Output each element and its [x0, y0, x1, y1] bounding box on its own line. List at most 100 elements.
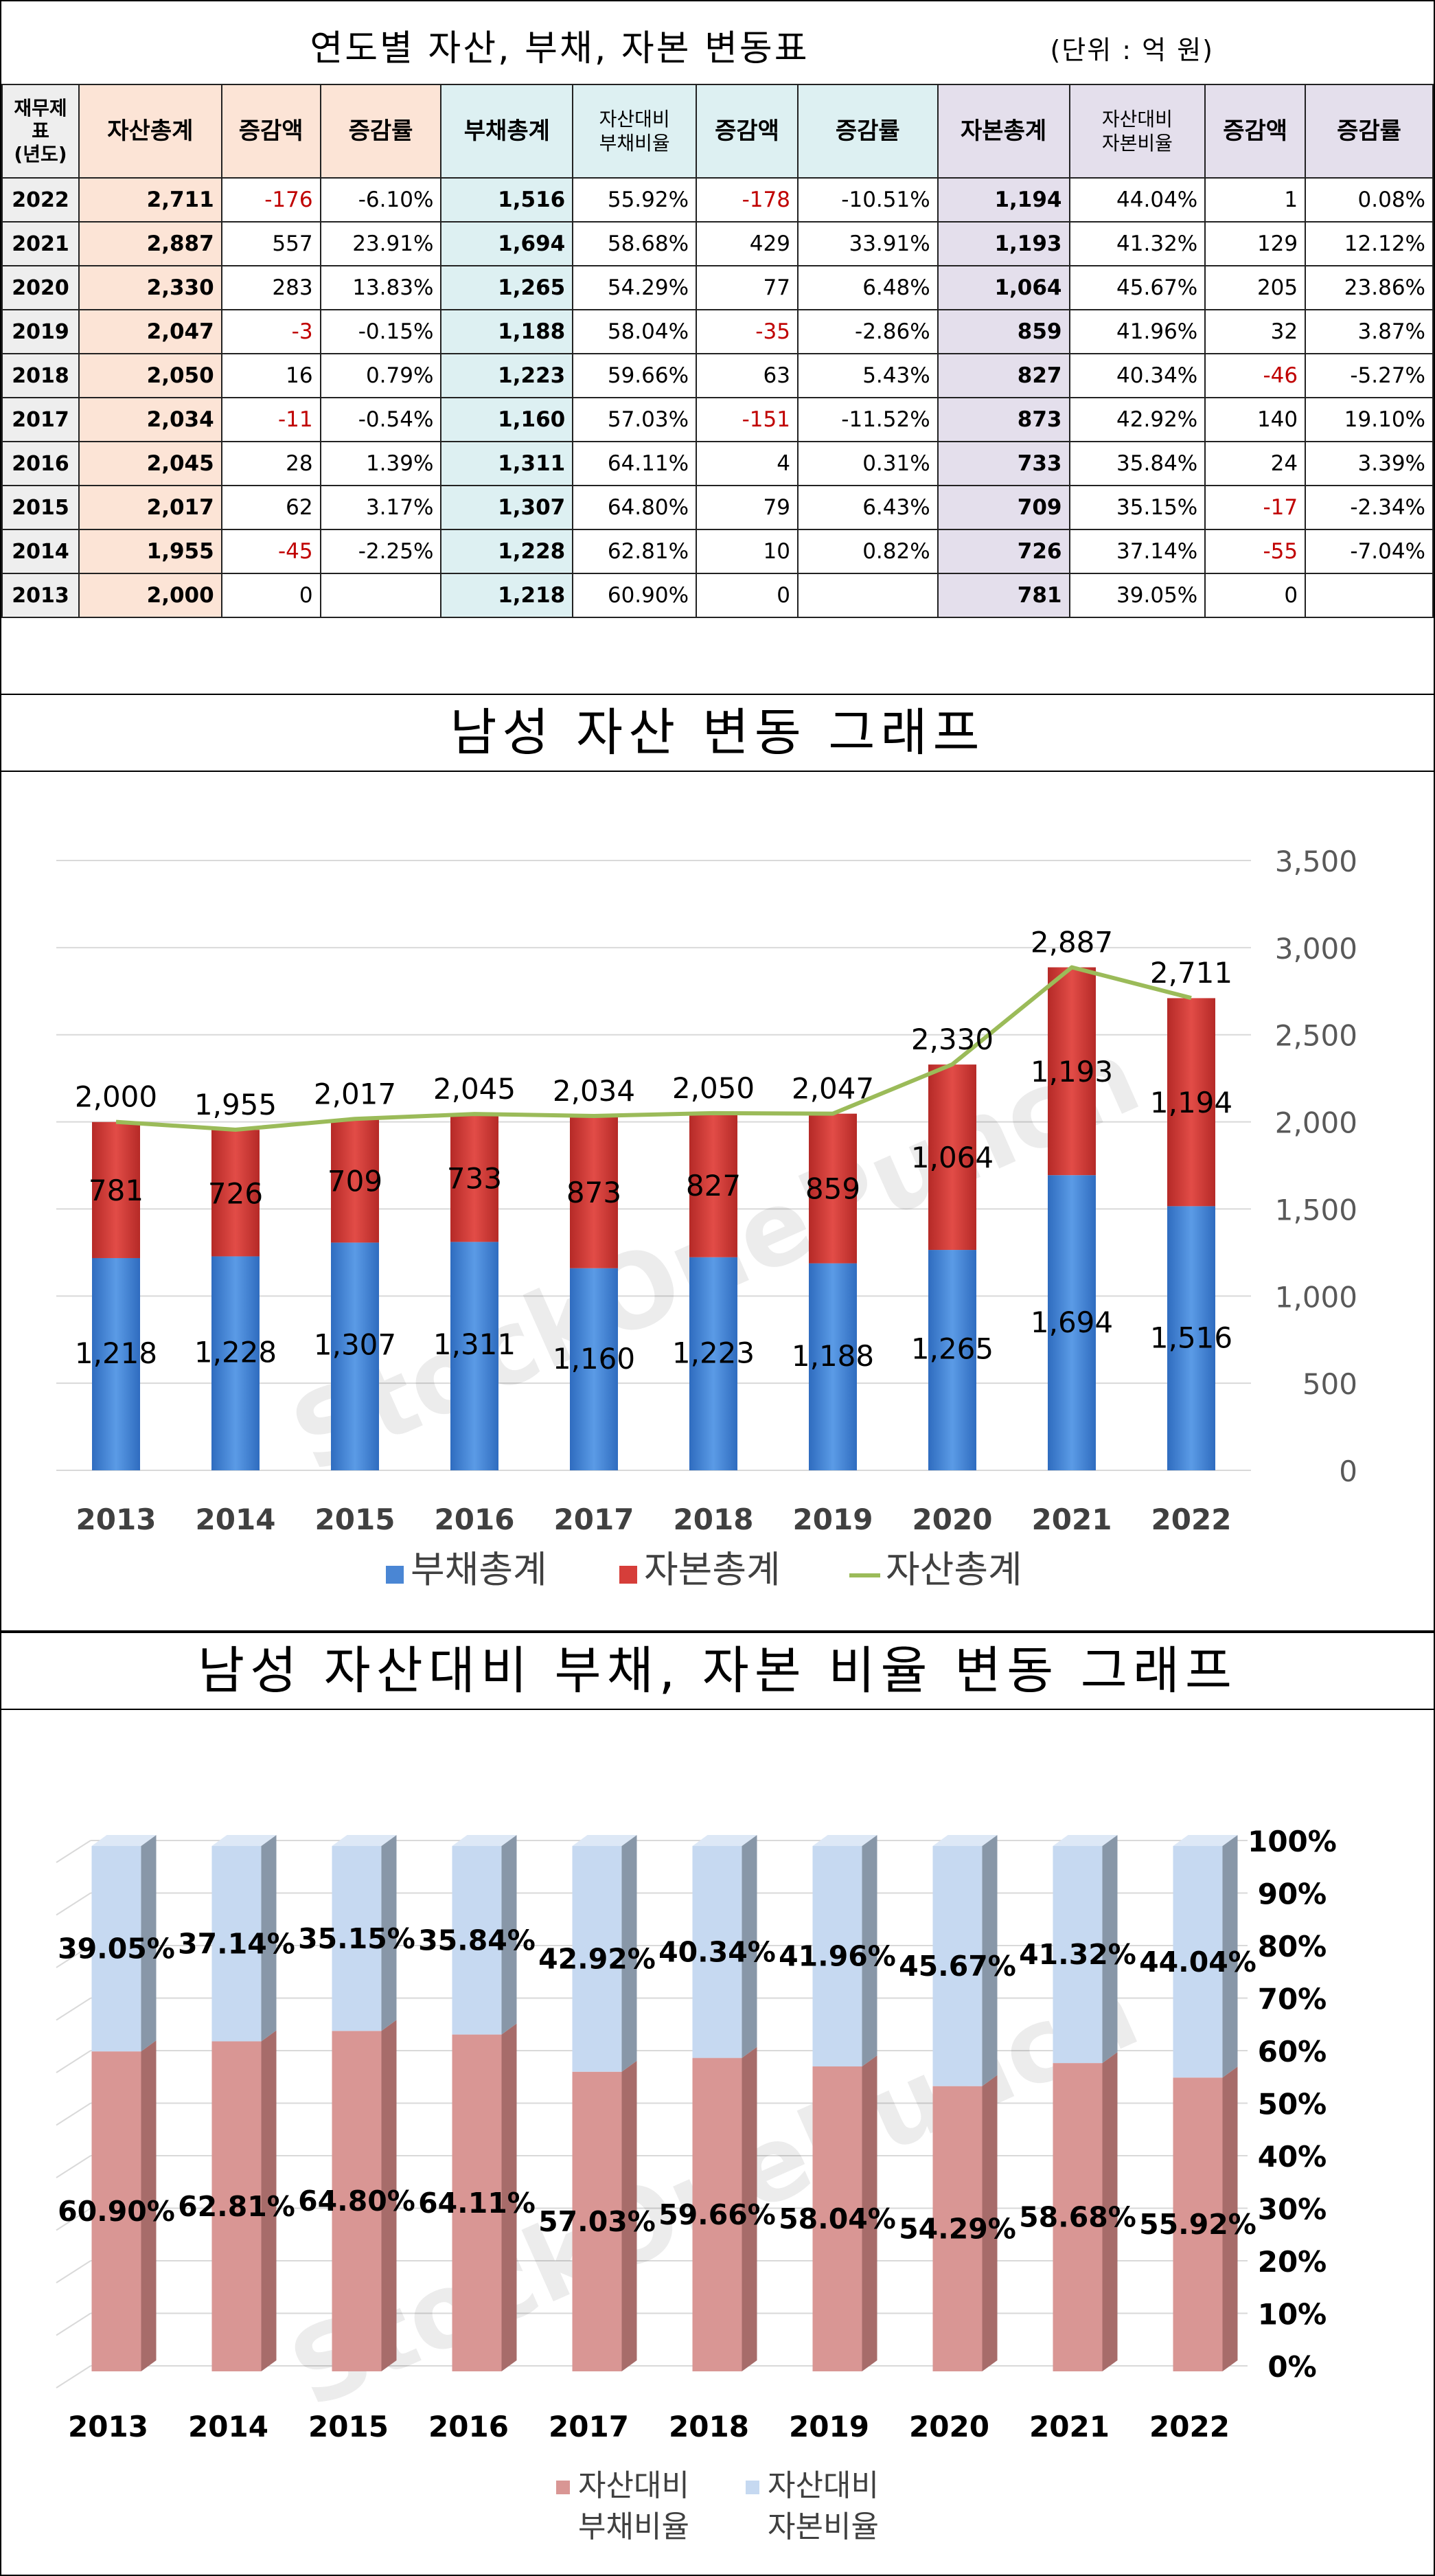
header-debt-ratio-line1: 자산대비: [599, 108, 670, 130]
cell-debt-total: 1,516: [440, 177, 574, 223]
cell-capital-rate: 3.87%: [1305, 309, 1434, 354]
table-row: 2013 2,000 0 1,218 60.90% 0 781 39.05% 0: [1, 573, 1434, 618]
cell-capital-total: 726: [937, 529, 1070, 574]
cell-debt-rate: 0.31%: [796, 441, 939, 486]
debt-value-label: 1,228: [194, 1336, 277, 1369]
capital-ratio-bar: [932, 1846, 983, 2086]
cell-debt-rate: -2.86%: [796, 309, 939, 354]
debt-value-label: 1,307: [314, 1328, 396, 1362]
chart1-xtick-label: 2022: [1151, 1503, 1232, 1536]
legend-capital-swatch: [619, 1566, 637, 1584]
cell-capital-ratio: 39.05%: [1068, 573, 1206, 618]
table-row: 2020 2,330 283 13.83% 1,265 54.29% 77 6.48% 1,06…: [1, 265, 1434, 310]
chart2-grid-slant: [56, 2207, 91, 2231]
cell-capital-change: 129: [1204, 221, 1307, 266]
cell-assets-rate: 13.83%: [319, 265, 442, 310]
debt-bar: [331, 1242, 379, 1470]
debt-ratio-bar-side: [742, 2047, 757, 2371]
legend-capital-ratio-swatch: [746, 2481, 759, 2494]
capital-ratio-label: 37.14%: [178, 1927, 295, 1960]
debt-value-label: 1,223: [672, 1336, 755, 1369]
capital-value-label: 859: [805, 1172, 860, 1206]
cell-debt-ratio: 62.81%: [572, 529, 698, 574]
cell-debt-total: 1,160: [440, 397, 574, 442]
debt-bar: [211, 1256, 260, 1470]
chart2-xtick-label: 2014: [188, 2410, 268, 2443]
cell-capital-rate: -5.27%: [1305, 353, 1434, 398]
asset-total-line: [115, 965, 1192, 1132]
chart2-grid-slant: [56, 2102, 91, 2126]
cell-capital-change: 0: [1204, 573, 1307, 618]
header-assets-total: 자산총계: [78, 84, 222, 179]
cell-debt-ratio: 64.11%: [572, 441, 698, 486]
cell-debt-change: 0: [696, 573, 799, 618]
cell-debt-ratio: 59.66%: [572, 353, 698, 398]
cell-assets-total: 2,045: [78, 441, 222, 486]
header-debt-ratio: 자산대비 부채비율: [572, 84, 698, 179]
chart2-xtick-label: 2020: [909, 2410, 989, 2443]
debt-ratio-bar: [692, 2058, 742, 2371]
capital-bar: [1167, 998, 1215, 1207]
chart2-grid-slant: [56, 1945, 91, 1968]
capital-ratio-bar: [1053, 1846, 1103, 2064]
table-body: 2022 2,711 -176 -6.10% 1,516 55.92% -178 -10.51…: [1, 177, 1434, 618]
cell-capital-ratio: 45.67%: [1068, 265, 1206, 310]
capital-bar: [211, 1130, 260, 1257]
debt-ratio-bar: [1053, 2063, 1103, 2371]
cell-assets-change: -3: [220, 309, 321, 354]
legend-capital-ratio-line1: 자산대비: [768, 2468, 879, 2503]
cell-debt-ratio: 54.29%: [572, 265, 698, 310]
cell-capital-ratio: 41.32%: [1068, 221, 1206, 266]
debt-bar: [1048, 1175, 1096, 1470]
debt-value-label: 1,516: [1150, 1321, 1232, 1355]
cell-year: 2014: [1, 529, 80, 574]
cell-debt-ratio: 55.92%: [572, 177, 698, 223]
cell-year: 2019: [1, 309, 80, 354]
debt-ratio-bar-side: [381, 2020, 397, 2371]
table-row: 2022 2,711 -176 -6.10% 1,516 55.92% -178 -10.51…: [1, 177, 1434, 223]
debt-value-label: 1,160: [553, 1342, 635, 1376]
chart2-xtick-label: 2019: [789, 2410, 869, 2443]
header-capital-total: 자본총계: [937, 84, 1070, 179]
capital-ratio-bar: [211, 1846, 262, 2042]
legend-debt-ratio-line2: 부채비율: [578, 2509, 689, 2544]
chart2-ytick-label: 60%: [1258, 2035, 1327, 2068]
cell-capital-total: 733: [937, 441, 1070, 486]
cell-debt-change: 429: [696, 221, 799, 266]
capital-ratio-bar-top: [932, 1835, 998, 1846]
debt-ratio-label: 57.03%: [538, 2205, 656, 2238]
debt-bar: [450, 1242, 498, 1470]
legend-total-label: 자산총계: [886, 1548, 1022, 1591]
section-divider: [1, 1630, 1434, 1632]
chart2-xtick-label: 2013: [68, 2410, 148, 2443]
cell-debt-total: 1,311: [440, 441, 574, 486]
capital-bar: [809, 1113, 857, 1264]
table-row: 2017 2,034 -11 -0.54% 1,160 57.03% -151 -11.52%…: [1, 397, 1434, 442]
chart1-ytick-label: 3,500: [1275, 845, 1357, 878]
table-title: 연도별 자산, 부채, 자본 변동표: [1, 19, 1434, 71]
capital-ratio-bar-side: [501, 1835, 517, 2035]
chart2-grid-slant: [56, 2050, 91, 2073]
cell-debt-change: 77: [696, 265, 799, 310]
chart1-ytick-label: 0: [1339, 1455, 1357, 1488]
header-year-line2: 표: [32, 119, 49, 143]
chart1-xtick-label: 2020: [912, 1503, 993, 1536]
capital-bar: [331, 1119, 379, 1243]
debt-ratio-bar: [91, 2051, 141, 2371]
chart2-ytick-label: 10%: [1258, 2298, 1327, 2332]
asset-total-label: 2,000: [75, 1080, 157, 1114]
cell-capital-change: -17: [1204, 485, 1307, 530]
chart2-ytick-label: 100%: [1248, 1825, 1337, 1858]
capital-ratio-bar: [812, 1846, 862, 2066]
capital-ratio-bar-top: [692, 1835, 757, 1846]
cell-assets-change: 62: [220, 485, 321, 530]
cell-capital-rate: 19.10%: [1305, 397, 1434, 442]
capital-ratio-bar-side: [862, 1835, 877, 2066]
capital-value-label: 733: [447, 1161, 502, 1195]
table-title-text: 연도별 자산, 부채, 자본 변동표: [310, 28, 810, 69]
cell-assets-rate: -6.10%: [319, 177, 442, 223]
capital-bar: [92, 1121, 140, 1258]
debt-ratio-bar-side: [261, 2030, 277, 2371]
debt-ratio-label: 59.66%: [658, 2198, 776, 2231]
